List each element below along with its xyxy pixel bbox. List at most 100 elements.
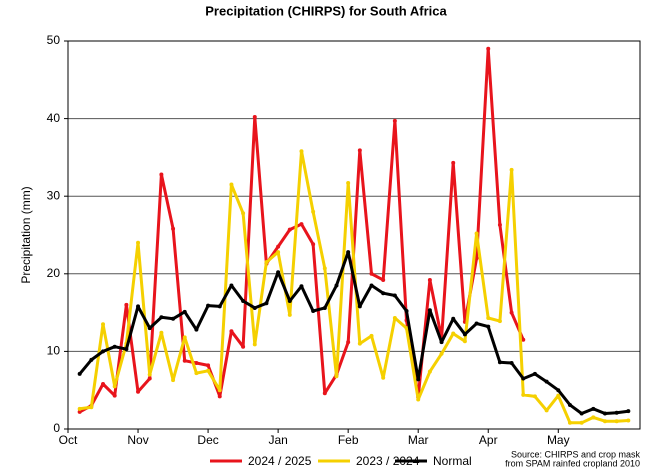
point (462, 339, 467, 344)
point (241, 344, 246, 349)
point (101, 381, 106, 386)
point (392, 293, 397, 298)
point (509, 361, 514, 366)
x-tick-label: Apr (479, 433, 498, 447)
point (556, 393, 561, 398)
point (462, 332, 467, 337)
point (101, 349, 106, 354)
point (497, 360, 502, 365)
point (136, 240, 141, 245)
point (626, 418, 631, 423)
point (124, 347, 129, 352)
plot-frame (67, 40, 641, 430)
point (556, 388, 561, 393)
x-tick-label: Feb (338, 433, 359, 447)
point (497, 222, 502, 227)
y-tick-label: 20 (47, 266, 61, 280)
point (509, 310, 514, 315)
point (322, 391, 327, 396)
point (346, 181, 351, 186)
x-tick-label: May (547, 433, 570, 447)
point (427, 369, 432, 374)
point (159, 172, 164, 177)
point (206, 303, 211, 308)
point (497, 319, 502, 324)
point (486, 324, 491, 329)
series-line (78, 47, 525, 414)
point (532, 394, 537, 399)
x-tick-label: Oct (59, 433, 78, 447)
point (287, 312, 292, 317)
point (369, 283, 374, 288)
point (357, 304, 362, 309)
point (381, 278, 386, 283)
point (521, 392, 526, 397)
point (614, 410, 619, 415)
point (299, 284, 304, 289)
point (171, 316, 176, 321)
series-line (79, 149, 629, 425)
point (451, 316, 456, 321)
point (147, 376, 152, 381)
point (136, 304, 141, 309)
point (311, 309, 316, 314)
point (334, 283, 339, 288)
point (474, 256, 479, 261)
point (532, 371, 537, 376)
point (381, 375, 386, 380)
point (567, 420, 572, 425)
point (264, 260, 269, 265)
chart-title: Precipitation (CHIRPS) for South Africa (205, 3, 447, 18)
point (602, 419, 607, 424)
point (591, 415, 596, 420)
point (77, 371, 82, 376)
y-tick-label: 10 (47, 344, 61, 358)
point (521, 337, 526, 342)
y-tick-label: 0 (53, 421, 60, 435)
point (322, 305, 327, 310)
point (194, 327, 199, 332)
point (322, 266, 327, 271)
point (206, 363, 211, 368)
point (311, 209, 316, 214)
point (182, 358, 187, 363)
point (159, 315, 164, 320)
point (392, 316, 397, 321)
point (451, 160, 456, 165)
point (346, 340, 351, 345)
point (276, 270, 281, 275)
point (171, 226, 176, 231)
source-note: Source: CHIRPS and crop mask (511, 449, 641, 459)
point (311, 242, 316, 247)
point (474, 321, 479, 326)
point (194, 371, 199, 376)
source-note: from SPAM rainfed cropland 2010 (505, 458, 640, 468)
point (439, 340, 444, 345)
legend-label: Normal (433, 454, 472, 468)
point (416, 397, 421, 402)
point (626, 409, 631, 414)
point (182, 335, 187, 340)
x-tick-label: Mar (408, 433, 429, 447)
legend-label: 2023 / 2024 (356, 454, 420, 468)
point (171, 378, 176, 383)
point (89, 357, 94, 362)
point (381, 291, 386, 296)
point (217, 388, 222, 393)
point (182, 309, 187, 314)
point (276, 250, 281, 255)
point (112, 393, 117, 398)
point (486, 46, 491, 51)
point (369, 333, 374, 338)
point (299, 222, 304, 227)
point (416, 377, 421, 382)
point (217, 394, 222, 399)
point (264, 301, 269, 306)
point (252, 305, 257, 310)
x-tick-label: Jan (268, 433, 287, 447)
point (439, 351, 444, 356)
point (229, 182, 234, 187)
point (299, 149, 304, 154)
point (579, 411, 584, 416)
